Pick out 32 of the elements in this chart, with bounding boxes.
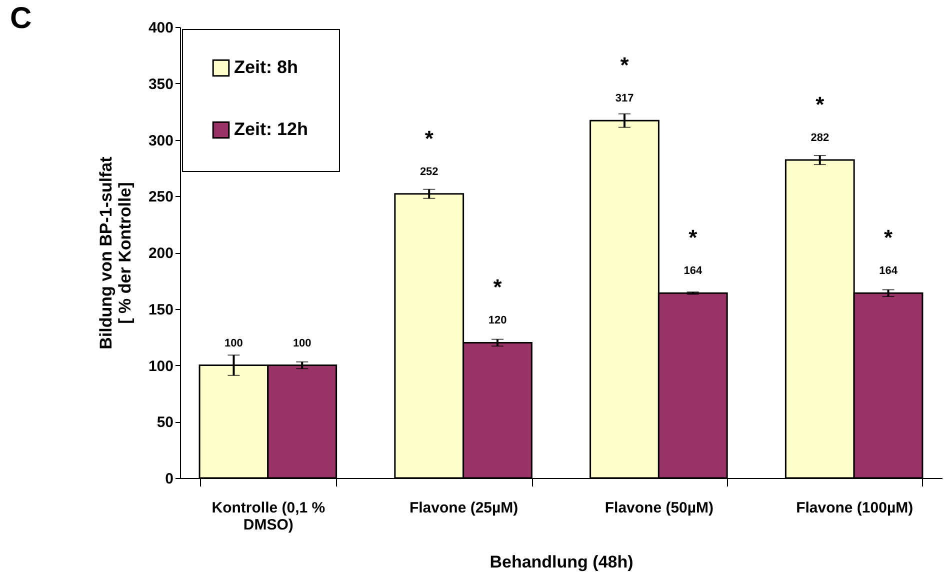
legend-label: Zeit: 8h	[234, 57, 298, 77]
data-label: 164	[684, 265, 703, 278]
data-label: 164	[879, 265, 898, 278]
y-tick-label: 100	[148, 358, 174, 375]
y-tick-label: 250	[148, 188, 174, 206]
x-tick-label: Flavone (25µM)	[409, 500, 518, 516]
x-tick-label: Kontrolle (0,1 % DMSO)	[212, 500, 326, 534]
x-tick-label: Flavone (50µM)	[604, 500, 714, 516]
annotation: *	[620, 52, 630, 78]
annotation: *	[493, 274, 502, 300]
y-tick-label: 0	[165, 470, 174, 488]
x-axis-title: Behandlung (48h)	[490, 552, 634, 572]
annotation: *	[884, 225, 893, 250]
data-label: 252	[420, 166, 438, 178]
y-axis-title: Bildung von BP-1-sulfat [ % der Kontrolle]	[96, 156, 134, 350]
annotation: *	[816, 92, 825, 118]
data-label: 100	[224, 337, 243, 350]
data-label: 317	[615, 92, 634, 105]
chart-title: C	[10, 2, 32, 35]
y-tick-label: 400	[148, 20, 174, 36]
legend-label: Zeit: 12h	[234, 119, 308, 139]
data-label: 100	[292, 337, 312, 350]
y-tick-label: 150	[148, 301, 174, 318]
data-label: 120	[488, 314, 507, 327]
y-tick-label: 50	[156, 414, 174, 432]
x-tick-label: Flavone (100µM)	[796, 500, 914, 516]
y-tick-label: 350	[148, 76, 174, 93]
annotation: *	[688, 225, 698, 250]
data-label: 282	[810, 132, 830, 144]
y-tick-label: 300	[148, 132, 174, 150]
annotation: *	[424, 126, 434, 151]
y-tick-label: 200	[148, 245, 174, 262]
